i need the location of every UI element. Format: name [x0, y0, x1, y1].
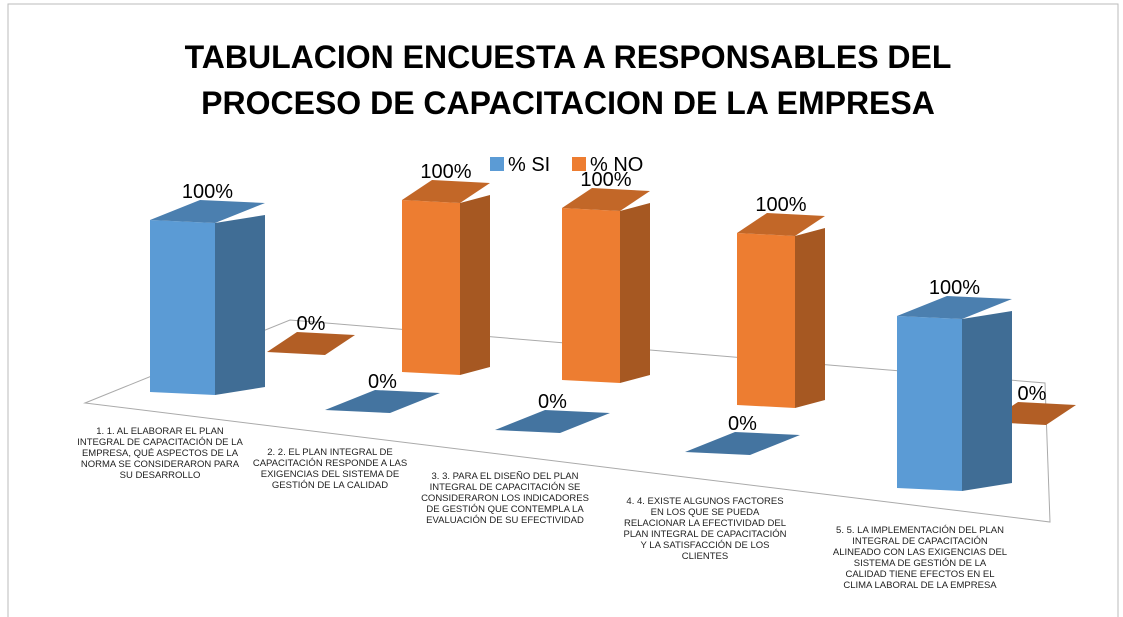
bar-top	[562, 188, 650, 211]
bar	[495, 410, 610, 433]
bar-side	[215, 215, 265, 395]
legend-label: % NO	[590, 154, 643, 176]
bar-top	[267, 332, 355, 355]
legend-label: % SI	[508, 154, 550, 176]
bar-side	[620, 203, 650, 383]
bar-top	[150, 200, 265, 223]
bar-top	[325, 390, 440, 413]
value-label: 100%	[580, 169, 631, 191]
value-label: 100%	[755, 194, 806, 216]
bar-side	[962, 311, 1012, 491]
value-label: 100%	[182, 181, 233, 203]
value-label: 100%	[420, 161, 471, 183]
bar-top	[685, 432, 800, 455]
bar	[325, 390, 440, 413]
chart-title: TABULACION ENCUESTA A RESPONSABLES DEL P…	[184, 39, 952, 121]
bar-side	[460, 195, 490, 375]
bar-top	[897, 296, 1012, 319]
x-tick-label: 5. 5. LA IMPLEMENTACIÓN DEL PLAN INTEGRA…	[832, 525, 1008, 591]
legend-swatch	[490, 157, 504, 171]
bar-top	[495, 410, 610, 433]
bar-front	[402, 200, 460, 375]
value-label: 0%	[297, 313, 326, 335]
chart-frame	[7, 3, 1119, 617]
bar-top	[737, 213, 825, 236]
bar	[897, 296, 1012, 491]
x-tick-label: 2. 2. EL PLAN INTEGRAL DE CAPACITACIÓN R…	[252, 447, 408, 491]
bar-front	[150, 220, 215, 395]
bar	[402, 180, 490, 375]
bar	[685, 432, 800, 455]
value-label: 0%	[1018, 383, 1047, 405]
bar-front	[737, 233, 795, 408]
bar-front	[897, 316, 962, 491]
value-label: 0%	[538, 391, 567, 413]
bar	[562, 188, 650, 383]
value-label: 0%	[368, 371, 397, 393]
bar	[267, 332, 355, 355]
bar-top	[402, 180, 490, 203]
x-tick-label: 1. 1. AL ELABORAR EL PLAN INTEGRAL DE CA…	[77, 426, 243, 481]
bar-front	[562, 208, 620, 383]
legend-swatch	[572, 157, 586, 171]
value-label: 0%	[728, 413, 757, 435]
bar	[737, 213, 825, 408]
bar-side	[795, 228, 825, 408]
bar	[150, 200, 265, 395]
value-label: 100%	[929, 277, 980, 299]
x-tick-label: 4. 4. EXISTE ALGUNOS FACTORES EN LOS QUE…	[623, 496, 787, 562]
x-tick-label: 3. 3. PARA EL DISEÑO DEL PLAN INTEGRAL D…	[421, 471, 589, 526]
